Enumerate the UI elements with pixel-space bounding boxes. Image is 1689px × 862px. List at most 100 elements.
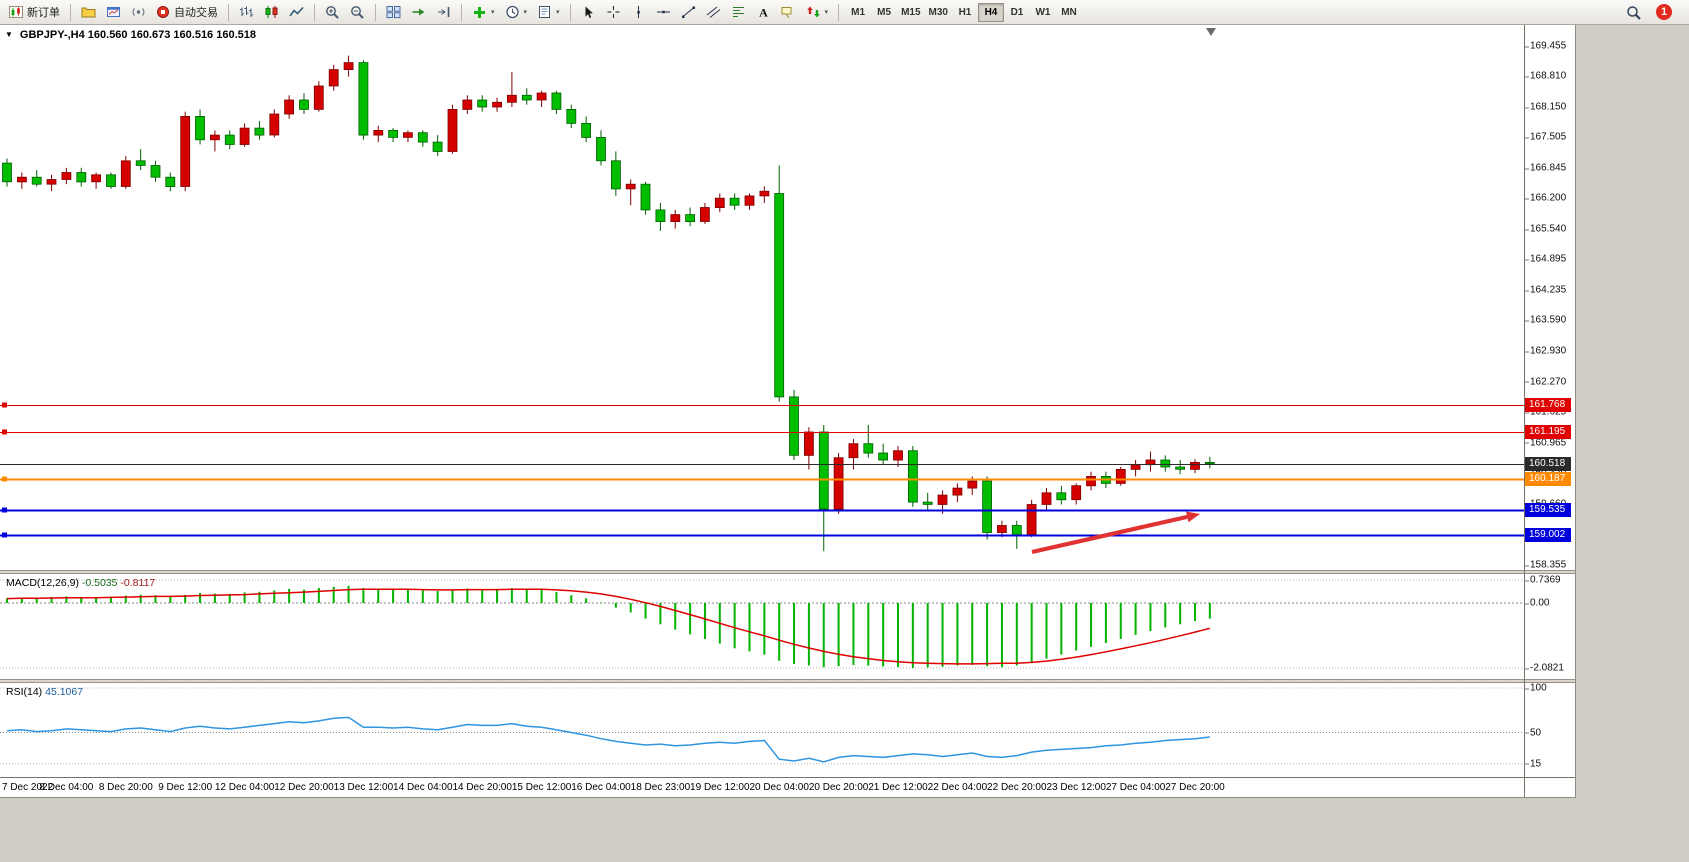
candles-layer	[2, 55, 1215, 552]
toolbar-separator	[314, 3, 315, 21]
template-icon	[539, 6, 551, 18]
time-axis-label: 19 Dec 12:00	[690, 782, 750, 793]
vertical-line-tool-button[interactable]	[627, 2, 650, 23]
price-axis-label: 169.455	[1524, 40, 1567, 52]
price-badge: 159.002	[1525, 527, 1571, 542]
indicators-add-icon	[474, 7, 485, 18]
price-axis-label: 164.895	[1524, 253, 1567, 265]
time-axis-label: 21 Dec 12:00	[868, 782, 928, 793]
autotrading-label: 自动交易	[174, 7, 218, 19]
bar-chart-mode-button[interactable]	[235, 2, 258, 23]
line-handle[interactable]	[2, 507, 7, 513]
chart-menu-triangle-icon[interactable]: ▼	[5, 30, 13, 39]
arrows-tool-button[interactable]: ▾	[802, 2, 833, 23]
trendline-tool-button[interactable]	[677, 2, 700, 23]
profiles-button[interactable]	[77, 2, 100, 23]
candlestick-mode-button[interactable]	[260, 2, 283, 23]
line-handle[interactable]	[2, 532, 7, 538]
rsi-line	[6, 716, 1210, 763]
rsi-panel[interactable]	[0, 683, 1524, 777]
tf-button-m30[interactable]: M30	[925, 3, 952, 22]
market-watch-button[interactable]	[102, 2, 125, 23]
tf-button-w1[interactable]: W1	[1030, 3, 1056, 22]
dropdown-caret-icon: ▾	[523, 9, 528, 16]
clock-icon	[505, 5, 519, 19]
price-badge: 159.535	[1525, 502, 1571, 517]
panel-splitter[interactable]	[0, 679, 1575, 683]
arrow-annotation[interactable]	[1031, 514, 1188, 555]
price-badge: 160.518	[1525, 456, 1571, 471]
templates-button[interactable]: ▾	[533, 2, 564, 23]
rsi-label: RSI(14) 45.1067	[6, 686, 83, 698]
text-tool-button[interactable]: A	[752, 2, 775, 23]
time-axis-label: 12 Dec 20:00	[274, 782, 334, 793]
vertical-line-icon	[636, 6, 640, 18]
auto-scroll-button[interactable]	[407, 2, 430, 23]
cursor-tool-button[interactable]	[577, 2, 600, 23]
periods-button[interactable]: ▾	[501, 2, 532, 23]
time-axis-label: 20 Dec 04:00	[749, 782, 809, 793]
fibonacci-tool-button[interactable]	[727, 2, 750, 23]
toolbar-right-group: 1	[1622, 2, 1672, 23]
crosshair-tool-button[interactable]	[602, 2, 625, 23]
arrow-annotation-head[interactable]	[1186, 511, 1200, 523]
arrows-icon	[806, 6, 820, 18]
line-handle[interactable]	[2, 476, 7, 482]
price-badge: 160.187	[1525, 472, 1571, 487]
price-axis-label: 158.355	[1524, 559, 1567, 571]
price-axis-label: 168.150	[1524, 101, 1567, 113]
macd-signal-value: -0.8117	[120, 577, 156, 589]
line-chart-mode-button[interactable]	[285, 2, 308, 23]
zoom-out-button[interactable]	[346, 2, 369, 23]
line-handle[interactable]	[2, 402, 7, 408]
search-icon	[1627, 5, 1641, 20]
tile-windows-button[interactable]	[382, 2, 405, 23]
time-axis-label: 14 Dec 20:00	[452, 782, 512, 793]
time-axis-label: 18 Dec 23:00	[630, 782, 691, 793]
tf-button-m5[interactable]: M5	[871, 3, 897, 22]
tf-button-m1[interactable]: M1	[845, 3, 871, 22]
time-axis-label: 23 Dec 12:00	[1046, 782, 1106, 793]
time-axis-label: 9 Dec 12:00	[158, 782, 213, 793]
price-badge: 161.195	[1525, 425, 1571, 440]
profiles-folder-icon	[81, 7, 96, 18]
time-axis-label: 16 Dec 04:00	[571, 782, 631, 793]
macd-axis-label: 0.00	[1524, 597, 1550, 609]
panel-splitter[interactable]	[0, 570, 1575, 574]
chart-shift-button[interactable]	[432, 2, 455, 23]
text-label-icon	[781, 7, 792, 19]
indicators-button[interactable]: ▾	[468, 2, 499, 23]
autotrading-button[interactable]: 自动交易	[152, 2, 222, 23]
workspace-area: 7 Dec 2022 8 Dec 04:00 8 Dec 20:00 9 Dec 12…	[0, 25, 1689, 862]
zoom-in-button[interactable]	[321, 2, 344, 23]
macd-axis-label: 0.7369	[1525, 574, 1561, 586]
price-axis-label: 164.235	[1524, 284, 1567, 296]
alerts-button[interactable]	[127, 2, 150, 23]
channel-tool-button[interactable]	[702, 2, 725, 23]
channel-icon	[706, 6, 720, 18]
new-order-icon	[9, 6, 23, 18]
crosshair-icon	[607, 6, 620, 18]
search-button[interactable]	[1622, 2, 1646, 23]
new-order-button[interactable]: 新订单	[5, 2, 64, 23]
macd-panel[interactable]	[0, 574, 1524, 679]
line-handle[interactable]	[2, 429, 7, 435]
time-axis-label: 22 Dec 20:00	[987, 782, 1047, 793]
chart-shift-marker-icon[interactable]	[1206, 28, 1216, 36]
price-axis-label: 160.965	[1524, 437, 1567, 449]
tf-button-h1[interactable]: H1	[952, 3, 978, 22]
horizontal-line-tool-button[interactable]	[652, 2, 675, 23]
bar-chart-icon	[240, 6, 253, 17]
main-price-chart[interactable]	[0, 25, 1524, 570]
tf-button-h4[interactable]: H4	[977, 3, 1004, 22]
tf-button-d1[interactable]: D1	[1004, 3, 1030, 22]
dropdown-caret-icon: ▾	[491, 9, 495, 16]
toolbar-separator	[461, 3, 462, 21]
label-tool-button[interactable]	[777, 2, 800, 23]
time-axis-label: 27 Dec 20:00	[1165, 782, 1225, 793]
price-axis: 169.455 168.810 168.150 167.505 166.845 166.2…	[1524, 25, 1575, 797]
tf-button-mn[interactable]: MN	[1056, 3, 1082, 22]
price-badge: 161.768	[1525, 398, 1571, 413]
notification-badge[interactable]: 1	[1656, 4, 1672, 20]
tf-button-m15[interactable]: M15	[897, 3, 924, 22]
